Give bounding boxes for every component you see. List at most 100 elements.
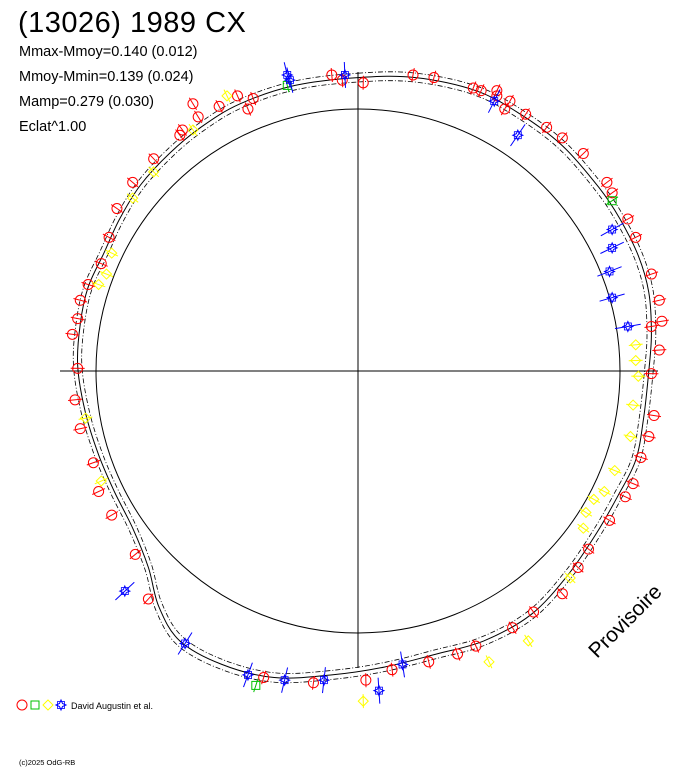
circle-point <box>654 315 669 327</box>
circle-point <box>360 673 372 688</box>
star-point <box>54 698 68 712</box>
circle-point <box>423 654 435 669</box>
star-point <box>283 67 297 93</box>
circle-point <box>499 102 511 116</box>
lightcurve-fit-outer <box>72 71 657 684</box>
stat-mmoy-mmin: Mmoy-Mmin=0.139 (0.024) <box>19 69 194 85</box>
diamond-point <box>626 399 641 411</box>
star-point <box>614 320 641 333</box>
circle-point <box>572 562 584 573</box>
circle-point <box>258 670 270 685</box>
circle-point <box>213 99 225 113</box>
diamond-point <box>628 354 643 367</box>
star-point <box>600 241 625 255</box>
star-point <box>278 667 291 693</box>
watermark-text: Provisoire <box>584 580 666 662</box>
circle-point <box>452 647 464 661</box>
chart-title: (13026) 1989 CX <box>18 7 247 39</box>
circle-point <box>577 148 589 160</box>
circle-point <box>92 486 106 498</box>
diamond-point <box>587 493 601 506</box>
diamond-point <box>187 123 199 136</box>
circle-point <box>174 129 186 142</box>
circle-point <box>357 75 369 90</box>
circle-point <box>606 187 619 199</box>
stat-mamp: Mamp=0.279 (0.030) <box>19 94 155 110</box>
star-point <box>510 124 526 147</box>
diamond-point <box>126 192 139 204</box>
diamond-point <box>94 475 108 487</box>
stat-eclat: Eclat^1.00 <box>19 119 87 135</box>
circle-point <box>102 231 116 243</box>
circle-point <box>407 68 419 82</box>
circle-point <box>110 203 124 215</box>
circle-point <box>644 268 659 280</box>
diamond-point <box>577 522 590 534</box>
diamond-point <box>42 699 54 711</box>
circle-point <box>644 368 659 380</box>
circle-point <box>94 258 108 270</box>
circle-point <box>231 89 243 103</box>
diamond-point <box>628 339 643 351</box>
circle-point <box>73 423 88 435</box>
circle-point <box>618 491 632 503</box>
diamond-point <box>105 247 119 259</box>
diamond-point <box>623 430 638 443</box>
circle-point <box>541 121 553 134</box>
circle-point <box>644 320 659 332</box>
circle-point <box>187 97 199 110</box>
data-points <box>65 61 669 709</box>
circle-point <box>582 543 595 555</box>
star-point <box>372 677 386 704</box>
circle-point <box>70 362 85 374</box>
circle-point <box>641 431 656 442</box>
star-point <box>597 265 622 278</box>
circle-point <box>70 313 85 325</box>
diamond-point <box>221 89 233 103</box>
diamond-point <box>579 506 593 519</box>
circle-point <box>647 410 662 422</box>
circle-point <box>652 294 667 306</box>
legend-symbols <box>16 698 68 712</box>
diamond-point <box>608 464 622 477</box>
star-point <box>115 581 135 601</box>
circle-point <box>603 514 616 526</box>
star-point <box>317 667 331 694</box>
star-point <box>396 651 409 678</box>
circle-point <box>528 606 540 618</box>
lightcurve-fit <box>76 75 652 679</box>
stat-mmax-mmoy: Mmax-Mmoy=0.140 (0.012) <box>19 44 198 60</box>
circle-point <box>65 328 80 340</box>
circle-point <box>626 478 640 490</box>
circle-point <box>475 84 487 98</box>
star-point <box>600 222 624 237</box>
circle-point <box>621 213 635 225</box>
star-point <box>487 89 501 113</box>
square-point <box>606 196 619 206</box>
circle-point <box>247 91 259 106</box>
circle-point <box>556 132 568 144</box>
square-point <box>30 700 40 710</box>
circle-point <box>73 294 88 306</box>
diamond-point <box>78 412 93 424</box>
diamond-point <box>597 485 611 498</box>
circle-point <box>634 451 648 463</box>
circle-point <box>148 153 160 165</box>
diamond-point <box>99 268 114 280</box>
circle-point <box>386 662 398 677</box>
legend-observer-label: David Augustin et al. <box>71 701 154 711</box>
diamond-point <box>147 166 160 178</box>
square-point <box>251 678 261 693</box>
circle-point <box>105 509 119 521</box>
copyright-text: (c)2025 OdG-RB <box>19 758 76 767</box>
lightcurve-fit-inner <box>81 80 648 674</box>
circle-point <box>652 344 667 356</box>
circle-point <box>629 231 643 243</box>
circle-point <box>600 176 613 188</box>
circle-point <box>129 548 142 560</box>
diamond-point <box>483 655 495 669</box>
diamond-point <box>357 694 369 709</box>
diamond-point <box>522 634 535 648</box>
diamond-point <box>91 278 106 291</box>
